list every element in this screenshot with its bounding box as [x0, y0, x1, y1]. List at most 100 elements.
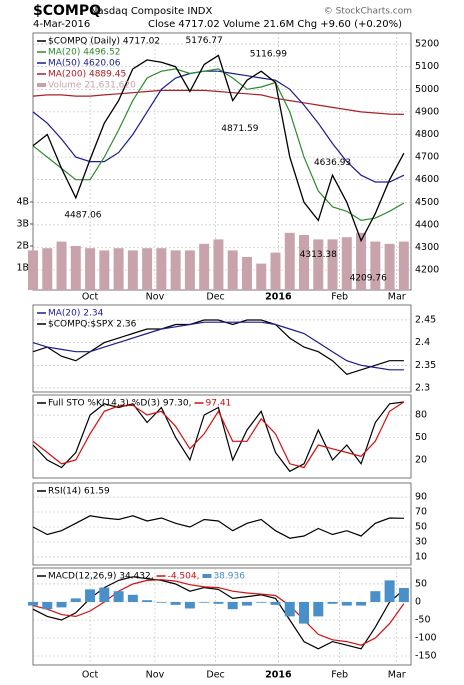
panel-frame — [32, 394, 412, 479]
y-tick-label: 50 — [415, 578, 427, 589]
y-tick-label: -150 — [415, 650, 437, 661]
y-tick-label: -100 — [415, 632, 437, 643]
bar — [313, 239, 324, 290]
bar — [370, 591, 381, 602]
price-annotation: 4313.38 — [300, 250, 337, 260]
bar — [370, 241, 381, 290]
y2-tick-label: 4B — [16, 196, 29, 207]
y-tick-label: 5000 — [415, 84, 439, 95]
series-line — [32, 321, 404, 371]
bar — [199, 243, 210, 290]
bar — [384, 243, 395, 290]
y-tick-label: 20 — [415, 455, 427, 466]
x-tick-label: Oct — [82, 292, 99, 303]
legend-label: MACD(12,26,9) 34.432, — [48, 572, 154, 582]
bar — [113, 248, 124, 290]
x-tick-label: Dec — [206, 292, 224, 303]
legend-label: -4.504, — [168, 572, 200, 582]
bar — [156, 601, 167, 603]
bar — [284, 232, 295, 290]
bar — [341, 237, 352, 290]
bar — [227, 250, 238, 290]
series-line — [32, 68, 405, 222]
bar — [99, 250, 110, 290]
bar — [327, 239, 338, 290]
bar — [85, 589, 96, 602]
price-annotation: 5116.99 — [250, 49, 287, 59]
legend-label: Full STO %K(14,3) %D(3) 97.30, — [48, 399, 192, 409]
bar — [398, 241, 409, 290]
bar — [256, 263, 267, 290]
credit: © StockCharts.com — [324, 7, 412, 17]
legend-label: Volume 21,631,620 — [48, 81, 136, 91]
legend-label: MA(20) 4496.52 — [48, 48, 120, 58]
bar — [241, 601, 252, 606]
quote: Close 4717.02 Volume 21.6M Chg +9.60 (+0… — [148, 19, 402, 30]
bar — [184, 250, 195, 290]
index-name: Nasdaq Composite INDX — [90, 6, 212, 17]
series-line — [32, 515, 404, 539]
bar — [213, 601, 224, 604]
bar — [284, 601, 295, 617]
y-tick-label: 50 — [415, 521, 427, 532]
series-line — [32, 401, 405, 469]
legend-label: 97.41 — [206, 399, 232, 409]
bar — [227, 601, 238, 610]
panel-frame — [32, 304, 412, 393]
y-tick-label: 2.3 — [415, 382, 430, 393]
price-annotation: 4871.59 — [221, 124, 258, 134]
bar — [356, 601, 367, 606]
y-tick-label: 4700 — [415, 152, 439, 163]
bar — [127, 594, 138, 602]
y-tick-label: -50 — [415, 614, 431, 625]
y-tick-label: 10 — [415, 551, 427, 562]
legend-label: 38.936 — [213, 572, 245, 582]
x-tick-label: Mar — [388, 670, 406, 681]
series-line — [32, 70, 405, 183]
date: 4-Mar-2016 — [33, 19, 90, 30]
legend-label: RSI(14) 61.59 — [48, 487, 110, 497]
series-line — [32, 54, 405, 243]
y-tick-label: 4300 — [415, 242, 439, 253]
y-tick-label: 0 — [415, 596, 421, 607]
bar — [142, 600, 153, 602]
y2-tick-label: 3B — [16, 218, 29, 229]
y-tick-label: 2.35 — [415, 360, 436, 371]
bar — [142, 248, 153, 290]
x-tick-label: Dec — [206, 670, 224, 681]
y-tick-label: 4900 — [415, 106, 439, 117]
bar — [327, 601, 338, 604]
legend-label: MA(200) 4889.45 — [48, 70, 126, 80]
series-line — [32, 579, 405, 646]
x-tick-label: Nov — [146, 670, 165, 681]
series-line — [32, 319, 404, 375]
bar — [42, 248, 53, 290]
price-annotation: 4636.93 — [314, 158, 351, 168]
bar — [170, 601, 181, 605]
x-tick-label: Feb — [331, 292, 348, 303]
bar — [28, 250, 38, 290]
bar — [299, 601, 310, 624]
price-annotation: 5176.77 — [186, 36, 223, 46]
y-tick-label: 70 — [415, 507, 427, 518]
series-line — [32, 401, 404, 473]
legend-label: $COMPQ:$SPX 2.36 — [48, 320, 137, 330]
y-tick-label: 30 — [415, 536, 427, 547]
bar — [341, 601, 352, 606]
bar — [127, 250, 138, 290]
y-tick-label: 2.4 — [415, 337, 430, 348]
panel-frame — [32, 482, 412, 566]
bar — [356, 232, 367, 290]
y-tick-label: 4600 — [415, 174, 439, 185]
y2-tick-label: 2B — [16, 240, 29, 251]
bar — [270, 252, 281, 290]
bar — [156, 248, 167, 290]
bar — [384, 580, 395, 602]
y2-tick-label: 1B — [16, 262, 29, 273]
y-tick-label: 4800 — [415, 129, 439, 140]
symbol: $COMPQ — [33, 3, 101, 19]
bar — [313, 601, 324, 617]
bar — [113, 591, 124, 602]
series-line — [32, 89, 404, 115]
